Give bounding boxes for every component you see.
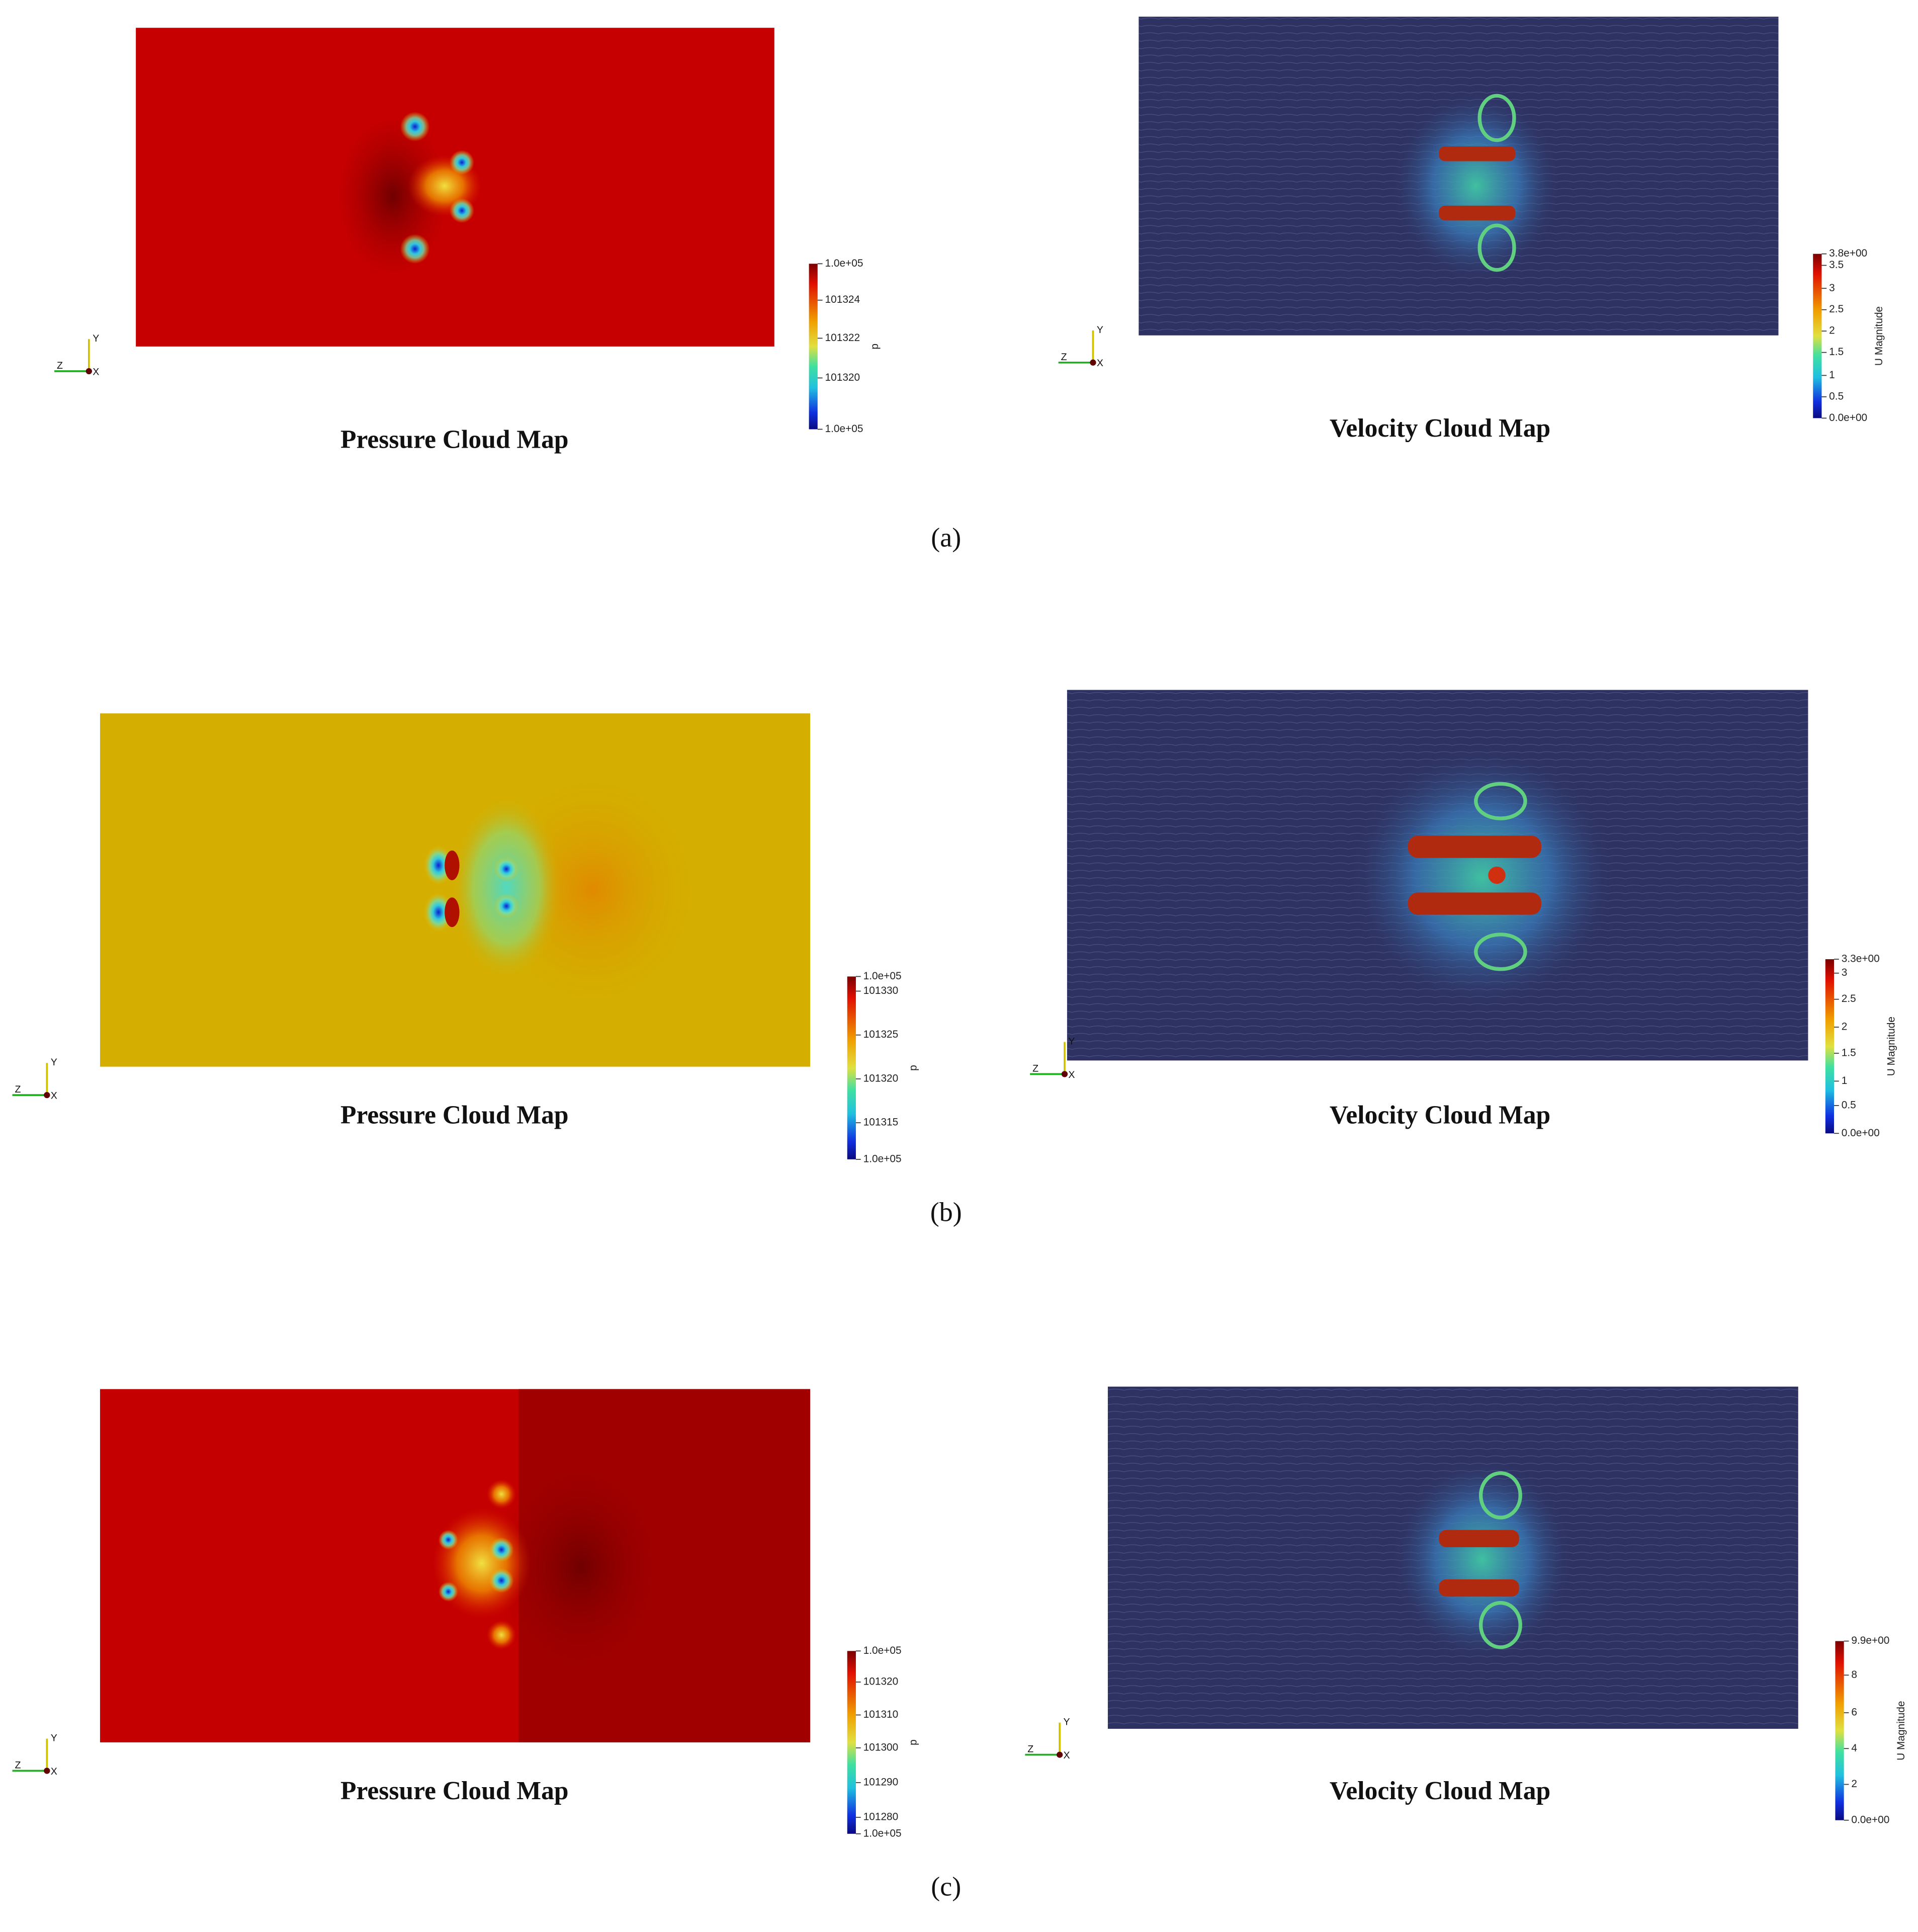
colorbar-tick-label: 101315 bbox=[863, 1117, 899, 1128]
axis-origin bbox=[1090, 359, 1096, 366]
colorbar-tick-label: 0.0e+00 bbox=[1851, 1814, 1889, 1825]
axis-label: Y bbox=[51, 1733, 57, 1744]
colorbar-tick-label: 101300 bbox=[863, 1741, 899, 1753]
colorbar-tick-label: 3.3e+00 bbox=[1842, 953, 1880, 965]
pressure-field bbox=[100, 713, 811, 1067]
colorbar-tick-label: 1 bbox=[1829, 369, 1835, 381]
colorbar-tick-label: 101320 bbox=[825, 372, 860, 383]
axis-label: Z bbox=[15, 1760, 21, 1771]
colorbar-tick-label: 1.0e+05 bbox=[825, 423, 863, 435]
axis-label: X bbox=[51, 1090, 57, 1102]
colorbar-tick-label: 3 bbox=[1842, 967, 1848, 978]
colorbar-tick-label: 101320 bbox=[863, 1072, 899, 1084]
colorbar-title: U Magnitude bbox=[1895, 1701, 1907, 1760]
colorbar-tick-label: 0.5 bbox=[1829, 390, 1844, 402]
colorbar-tick-label: 1.0e+05 bbox=[863, 1645, 902, 1656]
colorbar-tick-label: 101320 bbox=[863, 1676, 899, 1688]
colorbar-tick-label: 4 bbox=[1851, 1742, 1857, 1754]
velocity-field bbox=[1107, 1386, 1798, 1729]
colorbar-tick-label: 1.0e+05 bbox=[863, 970, 902, 982]
axis-label: Z bbox=[1032, 1063, 1038, 1074]
colorbar-tick-label: 1 bbox=[1842, 1075, 1848, 1086]
axis-label: Z bbox=[15, 1084, 21, 1095]
colorbar-tick-label: 9.9e+00 bbox=[1851, 1635, 1889, 1646]
colorbar bbox=[847, 976, 856, 1159]
pressure-field bbox=[136, 28, 774, 347]
axis-origin bbox=[85, 368, 92, 375]
axis-label: X bbox=[1068, 1069, 1075, 1080]
colorbar-tick-label: 101290 bbox=[863, 1777, 899, 1788]
panel-title: Velocity Cloud Map bbox=[1330, 414, 1550, 443]
colorbar-tick-label: 1.5 bbox=[1829, 346, 1844, 358]
colorbar-tick-label: 101322 bbox=[825, 332, 860, 344]
axis-origin bbox=[44, 1768, 50, 1774]
colorbar-tick-label: 0.0e+00 bbox=[1829, 412, 1867, 424]
colorbar-tick-label: 3 bbox=[1829, 282, 1835, 294]
colorbar-tick-label: 101324 bbox=[825, 294, 860, 305]
colorbar-title: p bbox=[869, 344, 881, 350]
panel-label: (a) bbox=[931, 523, 961, 553]
axis-origin bbox=[1057, 1751, 1063, 1758]
colorbar bbox=[809, 264, 818, 430]
panel-title: Velocity Cloud Map bbox=[1330, 1777, 1550, 1805]
axis-label: Z bbox=[1027, 1744, 1033, 1755]
colorbar-tick-label: 1.0e+05 bbox=[863, 1827, 902, 1839]
colorbar-tick-label: 0.0e+00 bbox=[1842, 1127, 1880, 1139]
axis-label: Y bbox=[51, 1057, 57, 1068]
panel-label: (c) bbox=[931, 1872, 961, 1902]
colorbar-title: p bbox=[907, 1739, 919, 1745]
axis-origin bbox=[44, 1092, 50, 1099]
colorbar-tick-label: 2.5 bbox=[1829, 303, 1844, 315]
panel-title: Pressure Cloud Map bbox=[340, 425, 569, 454]
colorbar-title: U Magnitude bbox=[1873, 306, 1885, 366]
pressure-field bbox=[100, 1389, 811, 1743]
axis-origin bbox=[1061, 1071, 1068, 1077]
colorbar-title: p bbox=[907, 1065, 919, 1071]
axis-label: X bbox=[1064, 1750, 1070, 1761]
axis-label: Y bbox=[1068, 1036, 1075, 1047]
velocity-field bbox=[1139, 17, 1779, 335]
axis-label: Z bbox=[57, 360, 63, 371]
axis-label: X bbox=[93, 366, 99, 377]
colorbar-tick-label: 2 bbox=[1851, 1778, 1857, 1790]
axis-label: Z bbox=[1061, 352, 1067, 363]
colorbar-tick-label: 8 bbox=[1851, 1669, 1857, 1681]
colorbar-tick-label: 2.5 bbox=[1842, 993, 1856, 1004]
axis-label: X bbox=[1097, 358, 1103, 369]
colorbar-tick-label: 3.8e+00 bbox=[1829, 247, 1867, 259]
colorbar-tick-label: 101325 bbox=[863, 1029, 899, 1040]
colorbar-tick-label: 101280 bbox=[863, 1811, 899, 1823]
colorbar-tick-label: 6 bbox=[1851, 1707, 1857, 1718]
colorbar-tick-label: 3.5 bbox=[1829, 259, 1844, 271]
axis-label: Y bbox=[1064, 1717, 1070, 1728]
colorbar bbox=[847, 1651, 856, 1834]
axis-label: Y bbox=[1097, 324, 1103, 335]
colorbar-tick-label: 2 bbox=[1842, 1021, 1848, 1033]
colorbar-tick-label: 101330 bbox=[863, 985, 899, 996]
colorbar-tick-label: 1.0e+05 bbox=[825, 258, 863, 269]
colorbar-tick-label: 2 bbox=[1829, 325, 1835, 337]
colorbar-tick-label: 1.5 bbox=[1842, 1047, 1856, 1058]
colorbar-tick-label: 0.5 bbox=[1842, 1099, 1856, 1111]
panel-title: Pressure Cloud Map bbox=[340, 1777, 569, 1805]
panel-title: Velocity Cloud Map bbox=[1330, 1101, 1550, 1130]
colorbar-tick-label: 1.0e+05 bbox=[863, 1153, 902, 1164]
velocity-field bbox=[1067, 690, 1808, 1061]
axis-label: Y bbox=[93, 333, 99, 344]
axis-label: X bbox=[51, 1766, 57, 1777]
colorbar bbox=[1813, 254, 1822, 418]
colorbar-title: U Magnitude bbox=[1885, 1017, 1897, 1076]
panel-label: (b) bbox=[930, 1197, 962, 1227]
panel-title: Pressure Cloud Map bbox=[340, 1101, 569, 1130]
colorbar bbox=[1835, 1641, 1844, 1820]
colorbar-tick-label: 101310 bbox=[863, 1709, 899, 1720]
colorbar bbox=[1825, 959, 1834, 1134]
